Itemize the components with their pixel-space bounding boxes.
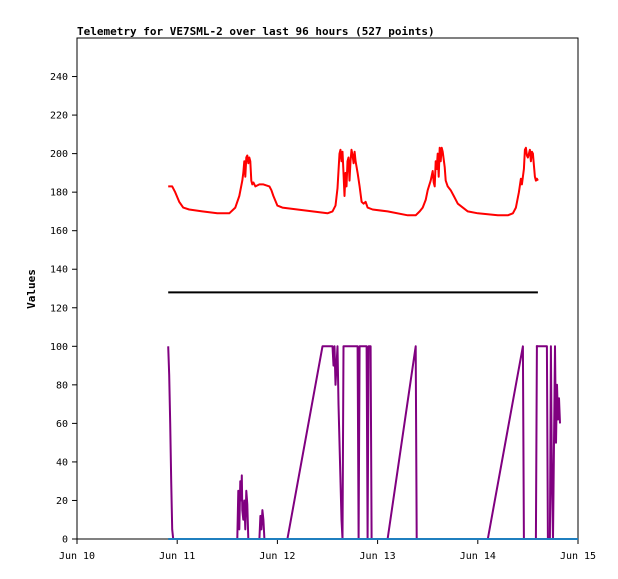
chart-title: Telemetry for VE7SML-2 over last 96 hour… [77, 25, 435, 38]
y-axis: 0 20 40 60 80 100 120 140 160 180 200 220 240 [50, 72, 77, 546]
y-tick-label: 140 [50, 265, 68, 276]
y-tick-label: 200 [50, 149, 68, 160]
y-tick-label: 40 [56, 457, 68, 468]
x-tick-label: Jun 12 [259, 551, 295, 562]
y-axis-label: Values [25, 269, 38, 309]
y-tick-label: 0 [62, 535, 68, 546]
x-tick-label: Jun 14 [460, 551, 496, 562]
y-tick-label: 180 [50, 188, 68, 199]
x-tick-label: Jun 10 [59, 551, 95, 562]
y-tick-label: 160 [50, 226, 68, 237]
y-tick-label: 80 [56, 380, 68, 391]
plot-frame [76, 37, 579, 540]
y-tick-label: 240 [50, 72, 68, 83]
series-layer [167, 146, 578, 540]
y-tick-label: 220 [50, 111, 68, 122]
series-line-0 [168, 146, 539, 217]
x-tick-label: Jun 11 [159, 551, 195, 562]
x-axis: Jun 10 Jun 11 Jun 12 Jun 13 Jun 14 Jun 15 [59, 539, 596, 562]
x-tick-label: Jun 13 [360, 551, 396, 562]
y-tick-label: 100 [50, 342, 68, 353]
y-tick-label: 120 [50, 303, 68, 314]
y-tick-label: 60 [56, 419, 68, 430]
y-tick-label: 20 [56, 496, 68, 507]
x-tick-label: Jun 15 [560, 551, 596, 562]
